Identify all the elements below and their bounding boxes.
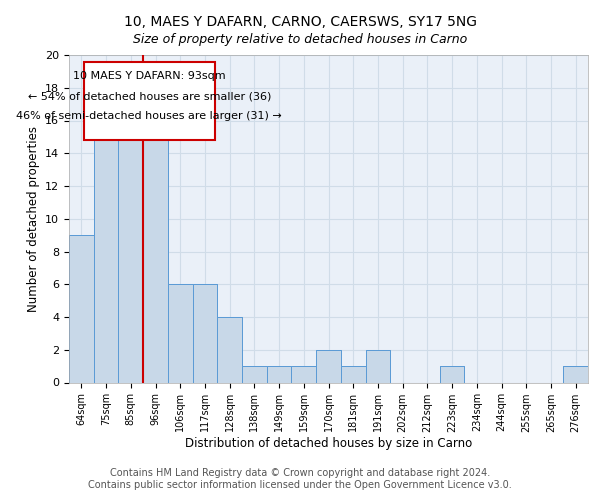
Bar [267,366,292,382]
Text: Contains HM Land Registry data © Crown copyright and database right 2024.
Contai: Contains HM Land Registry data © Crown c… [88,468,512,490]
Bar [316,350,341,382]
Bar [341,366,365,382]
Bar [563,366,588,382]
Text: 10 MAES Y DAFARN: 93sqm: 10 MAES Y DAFARN: 93sqm [73,72,226,82]
FancyBboxPatch shape [84,62,215,140]
Text: Size of property relative to detached houses in Carno: Size of property relative to detached ho… [133,32,467,46]
Bar [94,104,118,382]
Bar [94,104,118,382]
Bar [143,120,168,382]
Y-axis label: Number of detached properties: Number of detached properties [26,126,40,312]
Bar [316,350,341,382]
Bar [365,350,390,382]
Bar [365,350,390,382]
Text: 46% of semi-detached houses are larger (31) →: 46% of semi-detached houses are larger (… [16,110,282,120]
Bar [242,366,267,382]
Text: 10, MAES Y DAFARN, CARNO, CAERSWS, SY17 5NG: 10, MAES Y DAFARN, CARNO, CAERSWS, SY17 … [124,15,476,29]
Bar [118,104,143,382]
Bar [143,120,168,382]
Bar [292,366,316,382]
Bar [341,366,365,382]
Bar [217,317,242,382]
Bar [440,366,464,382]
Bar [168,284,193,382]
Bar [267,366,292,382]
Bar [193,284,217,382]
Bar [118,104,143,382]
Bar [69,235,94,382]
Bar [242,366,267,382]
Bar [69,235,94,382]
Bar [563,366,588,382]
Bar [217,317,242,382]
Bar [292,366,316,382]
X-axis label: Distribution of detached houses by size in Carno: Distribution of detached houses by size … [185,438,472,450]
Text: ← 54% of detached houses are smaller (36): ← 54% of detached houses are smaller (36… [28,91,271,101]
Bar [440,366,464,382]
Bar [168,284,193,382]
Bar [193,284,217,382]
